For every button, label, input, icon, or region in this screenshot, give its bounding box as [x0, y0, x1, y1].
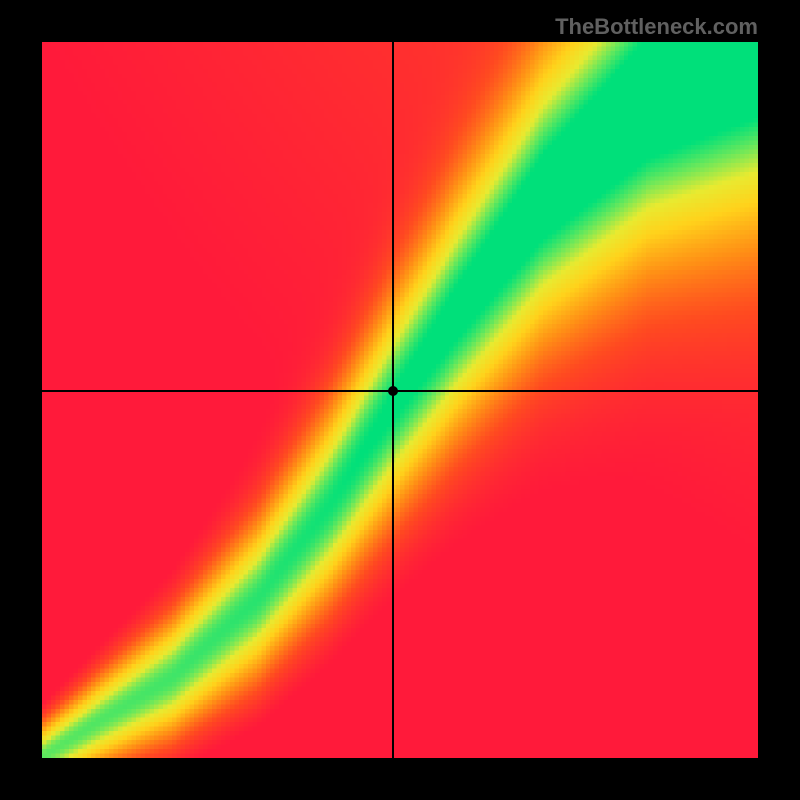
crosshair-vertical-line [392, 42, 394, 758]
crosshair-horizontal-line [42, 390, 758, 392]
bottleneck-heatmap [42, 42, 758, 758]
crosshair-marker-dot [388, 386, 398, 396]
watermark-text: TheBottleneck.com [555, 14, 758, 40]
